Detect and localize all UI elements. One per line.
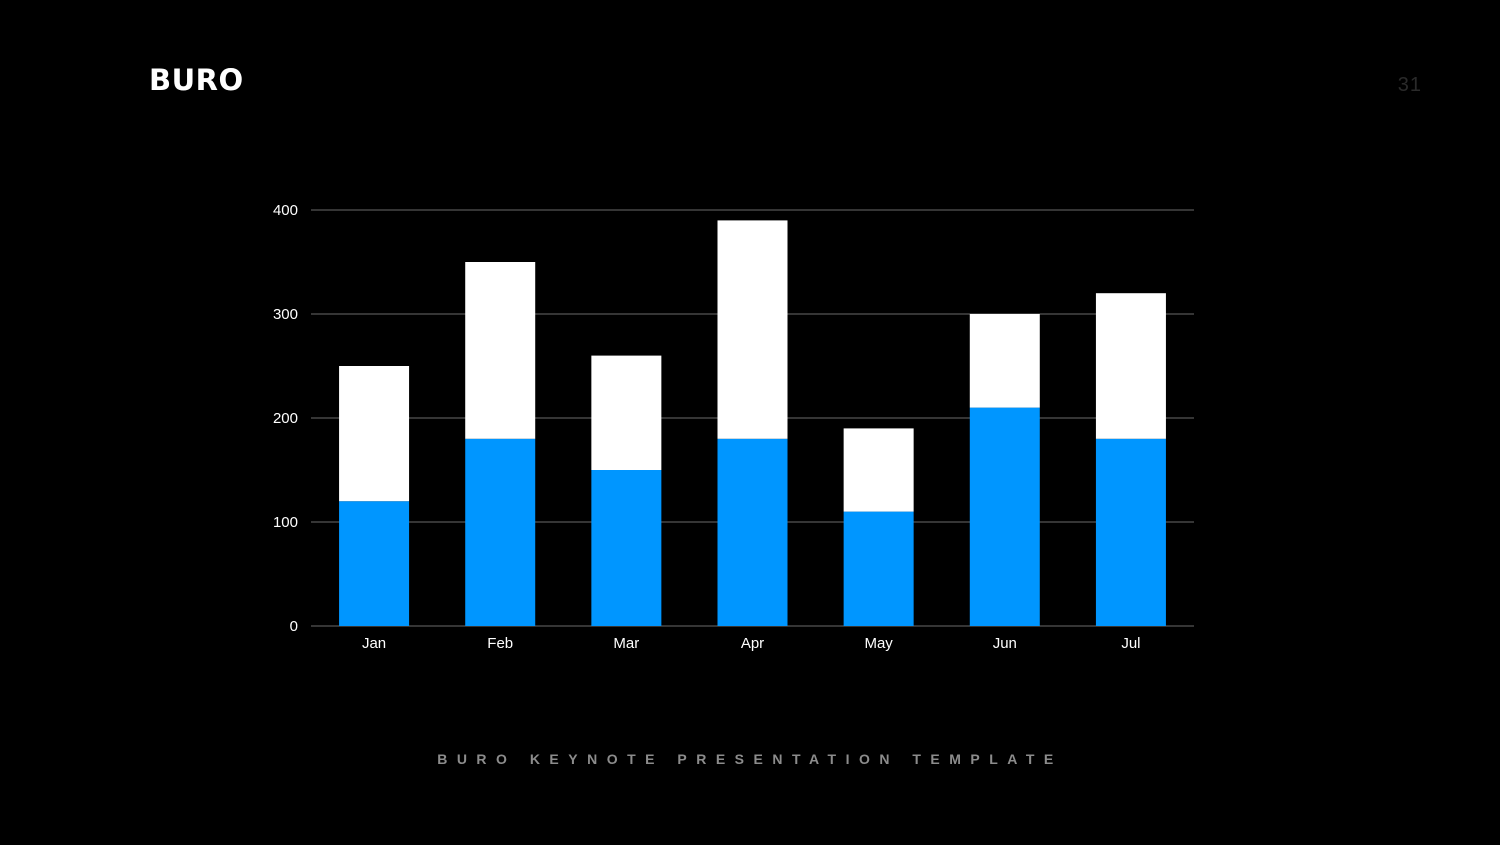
x-tick-label: Jan (362, 635, 386, 652)
x-tick-label: Jul (1121, 635, 1140, 652)
y-tick-label: 100 (273, 514, 298, 531)
bar-feb-segment-2 (465, 262, 536, 439)
bar-jul-segment-2 (1095, 293, 1166, 439)
bar-jan-segment-1 (339, 501, 410, 626)
bar-mar-segment-2 (591, 355, 662, 470)
y-tick-label: 400 (273, 202, 298, 219)
x-tick-label: Feb (487, 635, 513, 652)
bar-mar-segment-1 (591, 470, 662, 626)
bar-jul-segment-1 (1095, 438, 1166, 626)
y-tick-label: 300 (273, 306, 298, 323)
bar-feb-segment-1 (465, 438, 536, 626)
x-tick-label: May (864, 635, 893, 652)
tick-labels: 0 100 200 300 400 Jan Feb Mar Apr May Jun Jul (273, 202, 1141, 652)
x-tick-label: Jun (993, 635, 1017, 652)
x-tick-label: Apr (741, 635, 764, 652)
bar-may-segment-2 (843, 428, 914, 512)
page-number: 31 (1397, 74, 1422, 96)
bars (339, 220, 1166, 626)
x-tick-label: Mar (613, 635, 639, 652)
bar-apr-segment-2 (717, 220, 788, 439)
bar-apr-segment-1 (717, 438, 788, 626)
bar-jun-segment-2 (969, 314, 1040, 408)
bar-jun-segment-1 (969, 407, 1040, 626)
bar-jan-segment-2 (339, 366, 410, 502)
y-tick-label: 0 (290, 618, 298, 635)
footer-caption: BURO KEYNOTE PRESENTATION TEMPLATE (437, 751, 1063, 767)
brand-logo: BURO (149, 63, 244, 97)
y-tick-label: 200 (273, 410, 298, 427)
bar-may-segment-1 (843, 511, 914, 626)
